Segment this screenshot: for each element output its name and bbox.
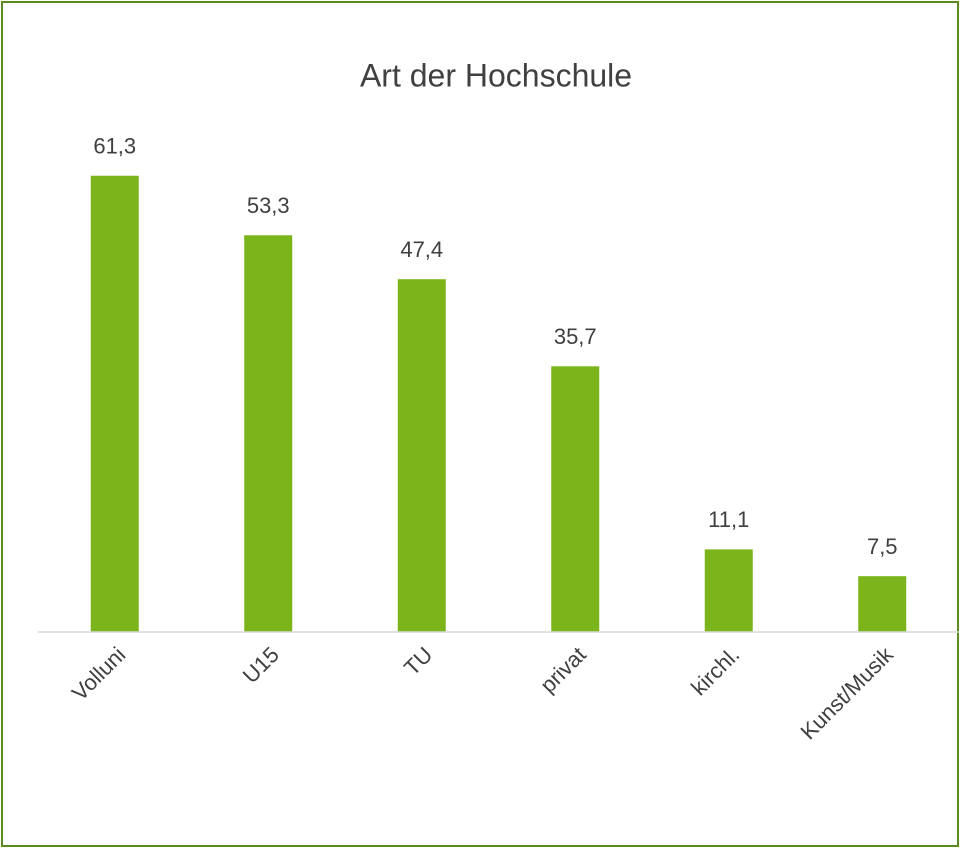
chart-title: Art der Hochschule: [360, 57, 632, 93]
data-label: 61,3: [93, 134, 136, 159]
bar: [244, 235, 293, 632]
bar: [704, 549, 753, 632]
data-label: 35,7: [554, 324, 597, 349]
data-label: 47,4: [400, 237, 443, 262]
data-label: 53,3: [247, 193, 290, 218]
data-label: 7,5: [867, 534, 898, 559]
data-label: 11,1: [708, 507, 749, 532]
bar: [551, 366, 600, 632]
bar: [858, 576, 907, 632]
bar: [397, 279, 446, 632]
bar: [90, 175, 139, 632]
